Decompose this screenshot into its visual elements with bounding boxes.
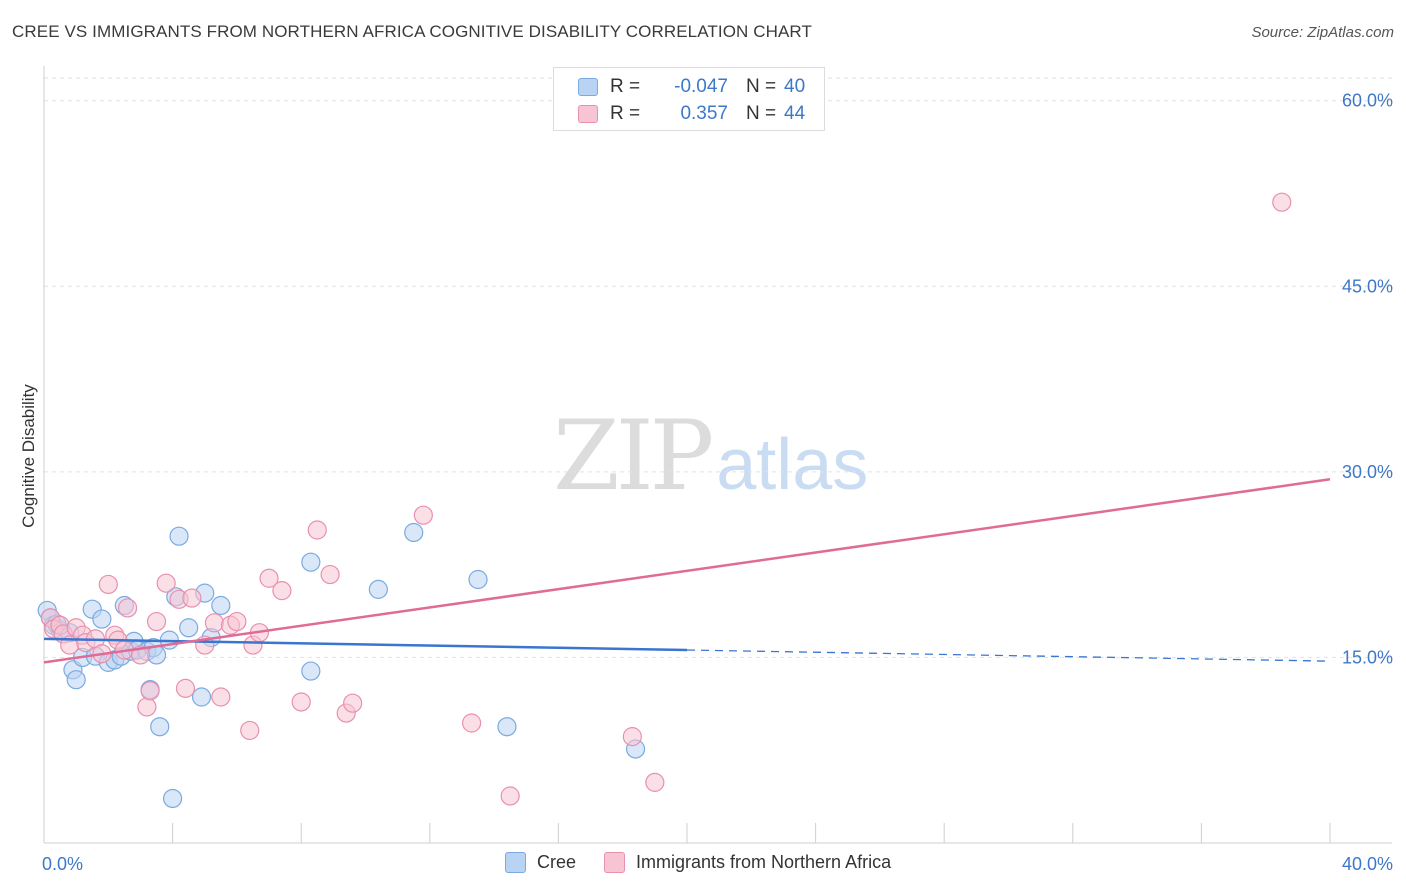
legend-cree-label: Cree xyxy=(537,852,577,872)
immigrants-n-value: 44 xyxy=(784,103,806,124)
immigrants-point xyxy=(645,772,665,792)
immigrants-point xyxy=(307,520,327,540)
y-axis-label: Cognitive Disability xyxy=(19,384,38,528)
cree-point xyxy=(163,788,183,809)
immigrants-point xyxy=(204,613,224,633)
legend: Cree Immigrants from Northern Africa xyxy=(505,852,919,873)
immigrants-swatch xyxy=(578,105,598,123)
cree-point xyxy=(92,609,112,629)
legend-immigrants-label: Immigrants from Northern Africa xyxy=(636,852,892,872)
cree-point xyxy=(150,717,170,737)
cree-point xyxy=(66,670,86,690)
source-credit: Source: ZipAtlas.com xyxy=(1251,24,1394,41)
watermark: ZIPatlas xyxy=(553,400,868,512)
immigrants-point xyxy=(500,786,520,806)
n-label: N = xyxy=(746,103,777,124)
y-tick-label: 45.0% xyxy=(1342,276,1393,296)
immigrants-point xyxy=(146,611,167,632)
cree-point xyxy=(169,526,189,546)
cree-point xyxy=(368,579,388,599)
watermark-zip: ZIP xyxy=(553,400,714,512)
immigrants-point xyxy=(320,564,340,585)
stats-row-immigrants: R = 0.357 N = 44 xyxy=(578,102,805,126)
immigrants-point xyxy=(622,727,642,747)
y-tick-label: 60.0% xyxy=(1342,91,1393,111)
immigrants-point xyxy=(211,687,231,707)
legend-item-immigrants[interactable]: Immigrants from Northern Africa xyxy=(604,852,891,873)
immigrants-point xyxy=(1272,192,1292,212)
cree-trend-line xyxy=(43,637,688,652)
immigrants-point xyxy=(156,573,176,593)
cree-trend-extension xyxy=(686,649,1331,662)
r-label: R = xyxy=(610,103,641,124)
immigrants-point xyxy=(140,681,160,701)
r-label: R = xyxy=(610,76,641,97)
immigrants-point xyxy=(343,693,363,713)
immigrants-r-value: 0.357 xyxy=(680,103,728,124)
cree-point xyxy=(404,522,424,543)
immigrants-point xyxy=(137,697,157,717)
immigrants-point xyxy=(259,568,279,588)
immigrants-point xyxy=(175,678,196,698)
stats-box: R = -0.047 N = 40 R = 0.357 N = 44 xyxy=(553,67,825,131)
cree-r-value: -0.047 xyxy=(674,76,728,97)
legend-item-cree[interactable]: Cree xyxy=(505,852,576,873)
cree-point xyxy=(146,645,167,665)
cree-point xyxy=(497,717,517,737)
immigrants-point xyxy=(182,588,202,608)
n-label: N = xyxy=(746,76,777,97)
cree-point xyxy=(179,618,199,638)
cree-point xyxy=(468,569,488,590)
cree-n-value: 40 xyxy=(784,76,806,97)
immigrants-point xyxy=(240,720,260,741)
x-tick-label: 40.0% xyxy=(1342,854,1393,874)
immigrants-trend-line xyxy=(43,478,1331,664)
watermark-atlas: atlas xyxy=(716,425,869,505)
immigrants-point xyxy=(291,692,311,712)
stats-row-cree: R = -0.047 N = 40 xyxy=(578,75,805,99)
legend-cree-swatch xyxy=(505,852,526,873)
y-tick-label: 30.0% xyxy=(1342,462,1393,482)
cree-swatch xyxy=(578,78,598,96)
cree-point xyxy=(301,552,321,572)
immigrants-point xyxy=(413,505,433,525)
immigrants-point xyxy=(272,581,292,601)
chart-title: CREE VS IMMIGRANTS FROM NORTHERN AFRICA … xyxy=(12,22,812,41)
x-tick-label: 0.0% xyxy=(42,854,83,874)
immigrants-point xyxy=(227,611,247,632)
legend-immigrants-swatch xyxy=(604,852,626,873)
cree-point xyxy=(191,687,212,707)
immigrants-point xyxy=(98,574,118,595)
y-tick-label: 15.0% xyxy=(1342,647,1393,667)
immigrants-point xyxy=(117,598,138,618)
cree-point xyxy=(211,595,231,616)
immigrants-point xyxy=(461,713,482,733)
cree-point xyxy=(301,661,321,681)
